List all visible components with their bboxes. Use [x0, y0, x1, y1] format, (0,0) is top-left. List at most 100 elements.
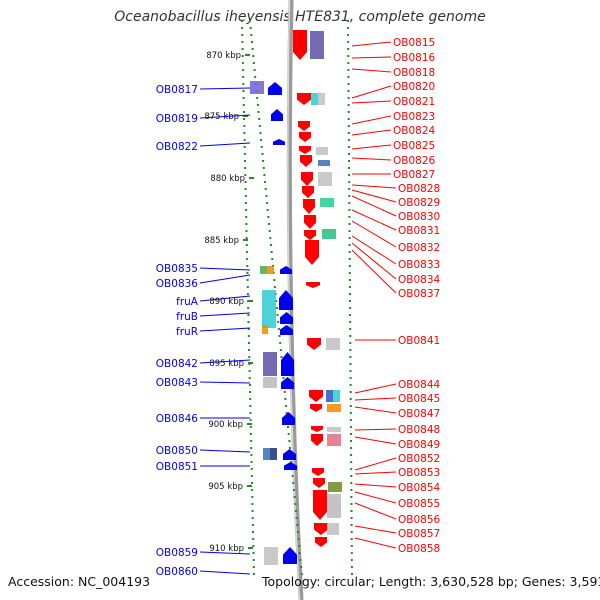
tick-dot: [251, 489, 254, 491]
tick-dot: [348, 272, 351, 274]
reverse-gene-label: OB0831: [398, 225, 440, 237]
reverse-cog-box: [318, 93, 325, 105]
reverse-cog-box: [327, 523, 339, 535]
tick-dot: [242, 90, 245, 92]
tick-dot: [264, 181, 267, 183]
tick-dot: [251, 524, 254, 526]
tick-dot: [270, 244, 272, 246]
tick-dot: [348, 251, 351, 253]
tick-dot: [243, 118, 246, 120]
tick-dot: [279, 342, 282, 344]
tick-dot: [257, 111, 260, 113]
tick-dot: [252, 531, 254, 533]
tick-dot: [249, 433, 252, 435]
tick-dot: [347, 48, 350, 50]
reverse-cog-box: [311, 93, 318, 105]
tick-dot: [252, 538, 255, 540]
tick-dot: [350, 559, 353, 561]
forward-leader-line: [199, 114, 251, 119]
reverse-gene-arrow: [304, 230, 316, 240]
reverse-gene-arrow: [297, 93, 311, 105]
reverse-gene-arrow: [299, 146, 311, 154]
tick-dot: [350, 440, 352, 442]
tick-dot: [349, 412, 352, 414]
reverse-leader-line: [354, 483, 397, 488]
tick-dot: [248, 377, 251, 379]
reverse-gene-label: OB0852: [398, 453, 440, 465]
kbp-tick-label: 895 kbp: [209, 359, 244, 369]
reverse-leader-line: [351, 85, 392, 99]
tick-dot: [252, 55, 255, 57]
tick-dot: [246, 251, 248, 253]
kbp-tick-label: 900 kbp: [208, 420, 243, 430]
tick-dot: [349, 384, 352, 386]
reverse-gene-label: OB0834: [398, 274, 441, 286]
tick-dot: [350, 433, 352, 435]
tick-dot: [252, 62, 255, 64]
tick-dot: [275, 307, 278, 309]
tick-dot: [242, 69, 245, 71]
reverse-leader-line: [354, 491, 397, 504]
tick-dot: [247, 328, 250, 330]
tick-dot: [253, 69, 256, 71]
tick-dot: [253, 573, 255, 575]
forward-gene-arrow: [283, 547, 297, 564]
tick-dot: [292, 489, 295, 491]
forward-gene-label: OB0835: [156, 263, 198, 275]
reverse-leader-line: [351, 242, 397, 280]
tick-dot: [291, 475, 294, 477]
reverse-cog-box: [318, 160, 330, 166]
tick-dot: [350, 482, 353, 484]
tick-dot: [349, 293, 351, 295]
tick-dot: [251, 48, 254, 50]
tick-dot: [246, 272, 249, 274]
tick-dot: [250, 468, 253, 470]
reverse-leader-line: [351, 41, 392, 47]
reverse-cog-box: [322, 229, 336, 239]
tick-dot: [241, 27, 244, 29]
tick-dot: [249, 405, 252, 407]
reverse-gene-arrow: [301, 172, 313, 186]
reverse-cog-box: [333, 390, 340, 402]
forward-cog-box: [260, 266, 267, 274]
reverse-gene-label: OB0848: [398, 424, 440, 436]
tick-dot: [347, 125, 350, 127]
summary-text: Topology: circular; Length: 3,630,528 bp…: [262, 574, 600, 589]
reverse-cog-box: [310, 31, 324, 59]
tick-dot: [256, 104, 259, 106]
kbp-tick-mark: [247, 423, 252, 425]
tick-dot: [349, 363, 352, 365]
tick-dot: [241, 41, 244, 43]
reverse-gene-label: OB0856: [398, 514, 441, 526]
tick-dot: [297, 538, 300, 540]
tick-dot: [250, 475, 253, 477]
reverse-gene-label: OB0823: [393, 111, 435, 123]
reverse-gene-arrow: [313, 490, 327, 520]
forward-gene-label: OB0859: [156, 547, 198, 559]
tick-dot: [282, 377, 285, 379]
tick-dot: [248, 349, 251, 351]
tick-dot: [251, 41, 253, 43]
tick-dot: [245, 244, 248, 246]
forward-gene-arrow: [271, 109, 283, 121]
tick-dot: [273, 279, 276, 281]
tick-dot: [249, 391, 251, 393]
tick-dot: [284, 398, 287, 400]
tick-dot: [293, 496, 296, 498]
tick-dot: [251, 517, 254, 519]
tick-dot: [348, 195, 351, 197]
reverse-leader-line: [354, 525, 397, 534]
tick-dot: [244, 160, 246, 162]
reverse-leader-line: [351, 209, 397, 231]
reverse-leader-line: [351, 184, 397, 189]
tick-dot: [244, 188, 247, 190]
tick-dot: [349, 391, 352, 393]
tick-dot: [261, 153, 264, 155]
tick-dot: [350, 468, 353, 470]
reverse-leader-line: [351, 235, 397, 265]
tick-dot: [244, 195, 247, 197]
reverse-cog-box: [327, 494, 341, 518]
tick-dot: [244, 181, 247, 183]
tick-dot: [350, 447, 353, 449]
forward-leader-line: [199, 381, 251, 384]
